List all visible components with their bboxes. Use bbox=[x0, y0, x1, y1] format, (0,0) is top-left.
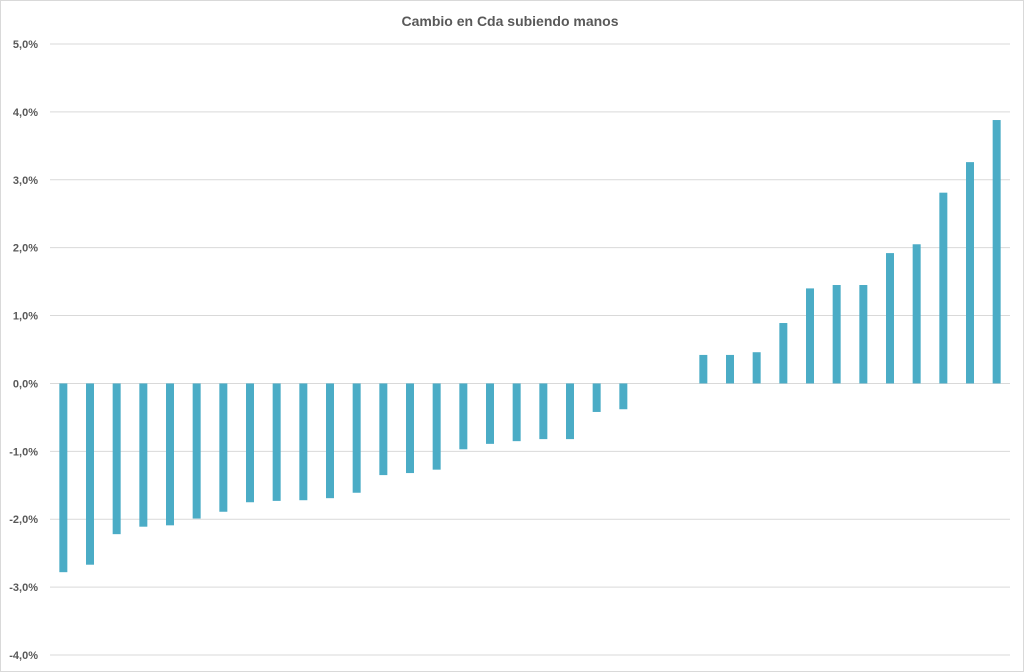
bar bbox=[432, 383, 441, 470]
bar bbox=[406, 383, 414, 474]
bar bbox=[512, 383, 521, 442]
y-tick-label: -3,0% bbox=[9, 582, 38, 594]
bar bbox=[726, 354, 734, 384]
y-tick-label: 1,0% bbox=[13, 311, 38, 323]
bar bbox=[219, 383, 228, 512]
bar bbox=[299, 383, 308, 501]
bar bbox=[379, 383, 388, 476]
y-tick-label: -2,0% bbox=[9, 514, 38, 526]
y-tick-label: 2,0% bbox=[13, 243, 38, 255]
bar bbox=[86, 383, 94, 565]
bar bbox=[459, 383, 468, 450]
y-tick-label: 5,0% bbox=[13, 39, 38, 51]
bar bbox=[699, 354, 708, 384]
bar bbox=[912, 244, 921, 384]
bar bbox=[59, 383, 68, 573]
y-tick-label: 0,0% bbox=[13, 378, 38, 390]
bar bbox=[592, 383, 601, 412]
bar bbox=[539, 383, 548, 440]
y-tick-label: -1,0% bbox=[9, 446, 38, 458]
bar bbox=[966, 162, 974, 384]
bar bbox=[779, 323, 788, 384]
gridlines bbox=[50, 43, 1010, 656]
y-tick-label: 3,0% bbox=[13, 175, 38, 187]
y-tick-label: 4,0% bbox=[13, 107, 38, 119]
y-axis: 5,0% 4,0% 3,0% 2,0% 1,0% 0,0% -1,0% -2,0% -3,0% -… bbox=[9, 39, 38, 662]
bar bbox=[192, 383, 201, 519]
bar-series bbox=[59, 120, 1001, 573]
bar bbox=[166, 383, 174, 526]
bar bbox=[246, 383, 254, 503]
bar bbox=[566, 383, 574, 440]
bar bbox=[992, 120, 1001, 384]
bar bbox=[139, 383, 148, 527]
y-tick-label: -4,0% bbox=[9, 650, 38, 662]
chart-title: Cambio en Cda subiendo manos bbox=[401, 13, 618, 29]
bar bbox=[352, 383, 361, 493]
bar bbox=[939, 192, 948, 384]
bar bbox=[272, 383, 281, 501]
bar bbox=[619, 383, 628, 410]
bar bbox=[112, 383, 121, 535]
bar bbox=[859, 285, 868, 384]
bar bbox=[752, 352, 761, 384]
bar bbox=[486, 383, 494, 444]
bar bbox=[326, 383, 334, 499]
bar bbox=[832, 285, 841, 384]
bar bbox=[806, 288, 814, 384]
bar bbox=[886, 253, 894, 384]
